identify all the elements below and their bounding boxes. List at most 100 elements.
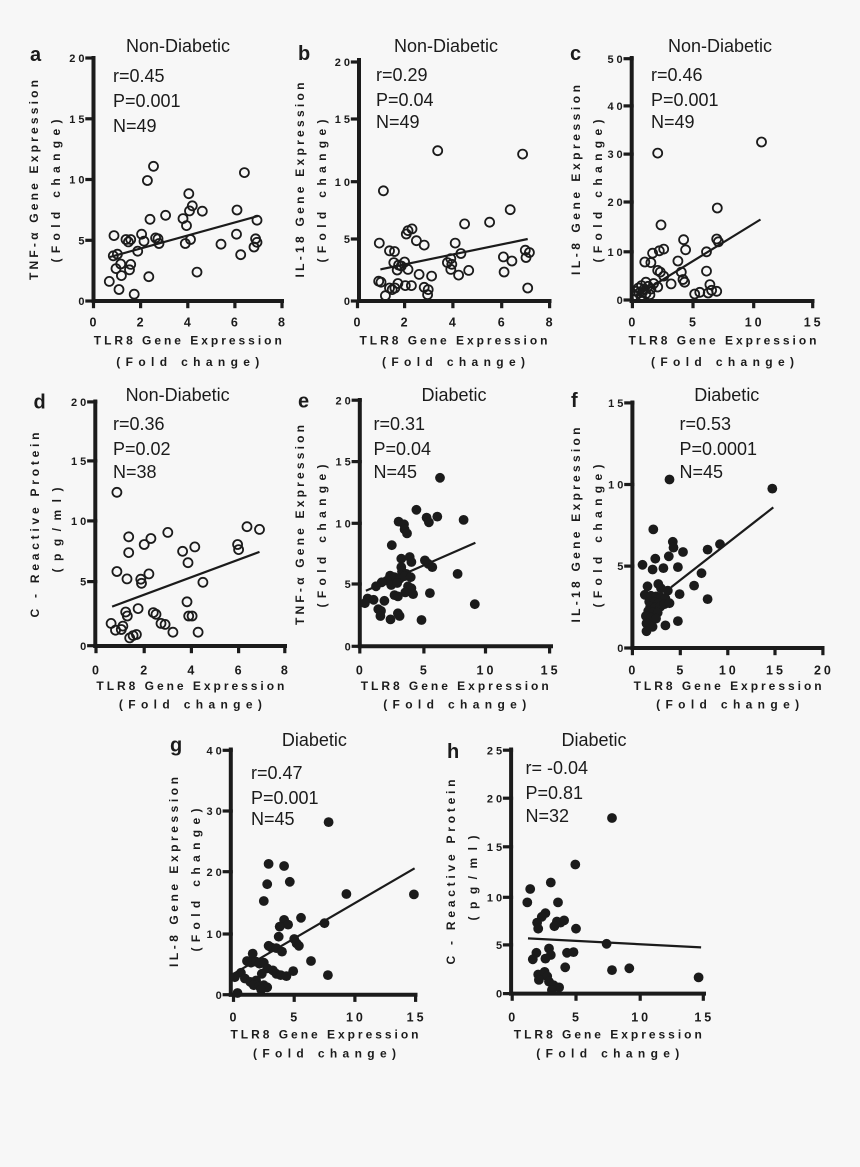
svg-text:TLR8 Gene Expression: TLR8 Gene Expression	[629, 334, 817, 348]
svg-text:P=0.02: P=0.02	[113, 439, 171, 459]
svg-text:5: 5	[617, 561, 626, 573]
svg-text:10: 10	[608, 480, 626, 492]
svg-text:0: 0	[354, 316, 364, 330]
svg-text:r=0.31: r=0.31	[374, 414, 426, 434]
svg-text:8: 8	[281, 664, 291, 678]
svg-text:N=49: N=49	[376, 112, 420, 132]
svg-text:h: h	[447, 741, 459, 763]
svg-text:4: 4	[184, 316, 194, 330]
svg-text:g: g	[170, 735, 182, 757]
svg-text:5: 5	[572, 1011, 582, 1025]
svg-text:0: 0	[617, 643, 626, 655]
svg-text:f: f	[571, 390, 578, 412]
svg-text:N=45: N=45	[680, 462, 724, 482]
svg-text:8: 8	[546, 316, 556, 330]
svg-text:IL-8 Gene Expression: IL-8 Gene Expression	[167, 777, 181, 967]
svg-text:20: 20	[607, 197, 625, 209]
svg-text:15: 15	[541, 664, 561, 678]
svg-text:0: 0	[508, 1011, 518, 1025]
svg-text:4: 4	[449, 316, 459, 330]
svg-text:25: 25	[487, 745, 505, 757]
svg-text:TNF-α Gene Expression: TNF-α Gene Expression	[293, 425, 307, 625]
svg-text:20: 20	[207, 867, 225, 879]
svg-text:0: 0	[345, 641, 354, 653]
svg-text:r=0.47: r=0.47	[251, 763, 303, 783]
svg-text:0: 0	[628, 664, 638, 678]
svg-text:0: 0	[617, 295, 626, 307]
svg-text:N=45: N=45	[374, 462, 418, 482]
svg-text:(Fold change): (Fold change)	[119, 698, 262, 712]
svg-text:0: 0	[356, 664, 366, 678]
svg-text:20: 20	[814, 664, 834, 678]
svg-text:5: 5	[290, 1011, 300, 1025]
svg-text:15: 15	[69, 114, 87, 126]
svg-text:d: d	[34, 392, 46, 414]
svg-text:N=49: N=49	[113, 116, 157, 136]
svg-text:TLR8 Gene Expression: TLR8 Gene Expression	[514, 1028, 702, 1042]
svg-text:10: 10	[477, 664, 497, 678]
svg-text:2: 2	[401, 316, 411, 330]
svg-text:(Fold change): (Fold change)	[536, 1047, 679, 1061]
svg-text:N=38: N=38	[113, 462, 157, 482]
svg-text:10: 10	[71, 516, 89, 528]
svg-text:15: 15	[804, 316, 824, 330]
svg-text:P=0.001: P=0.001	[113, 91, 181, 111]
svg-text:10: 10	[631, 1011, 651, 1025]
svg-text:5: 5	[689, 316, 699, 330]
svg-text:10: 10	[719, 664, 739, 678]
svg-text:(Fold change): (Fold change)	[315, 465, 329, 608]
svg-text:15: 15	[766, 664, 786, 678]
svg-text:0: 0	[80, 641, 89, 653]
svg-text:N=49: N=49	[651, 112, 695, 132]
svg-text:8: 8	[278, 316, 288, 330]
svg-text:0: 0	[344, 296, 353, 308]
svg-text:TLR8 Gene Expression: TLR8 Gene Expression	[634, 679, 822, 693]
svg-text:N=45: N=45	[251, 809, 295, 829]
svg-text:(Fold change): (Fold change)	[315, 120, 329, 263]
svg-text:40: 40	[607, 101, 625, 113]
svg-text:r=0.29: r=0.29	[376, 65, 428, 85]
svg-text:15: 15	[487, 842, 505, 854]
svg-text:Non-Diabetic: Non-Diabetic	[394, 36, 498, 56]
svg-text:C - Reactive Protein: C - Reactive Protein	[28, 433, 42, 618]
svg-text:0: 0	[78, 296, 87, 308]
svg-text:r=0.53: r=0.53	[680, 414, 732, 434]
svg-text:Diabetic: Diabetic	[561, 730, 626, 750]
svg-text:40: 40	[207, 745, 225, 757]
svg-text:IL-18 Gene Expression: IL-18 Gene Expression	[293, 83, 307, 278]
svg-text:TLR8 Gene Expression: TLR8 Gene Expression	[361, 679, 549, 693]
svg-text:15: 15	[694, 1011, 714, 1025]
svg-text:P=0.04: P=0.04	[374, 439, 432, 459]
svg-text:6: 6	[231, 316, 241, 330]
svg-text:(Fold change): (Fold change)	[591, 120, 605, 263]
svg-text:(pg/ml): (pg/ml)	[466, 836, 480, 921]
svg-text:0: 0	[496, 989, 505, 1001]
svg-text:TLR8 Gene Expression: TLR8 Gene Expression	[94, 334, 282, 348]
svg-text:(Fold change): (Fold change)	[591, 465, 605, 608]
svg-text:0: 0	[90, 316, 100, 330]
svg-text:P=0.04: P=0.04	[376, 90, 434, 110]
svg-text:C - Reactive Protein: C - Reactive Protein	[444, 780, 458, 965]
svg-text:(Fold change): (Fold change)	[383, 698, 526, 712]
svg-text:(Fold change): (Fold change)	[651, 355, 794, 369]
svg-text:10: 10	[346, 1011, 366, 1025]
svg-text:r=0.45: r=0.45	[113, 66, 165, 86]
svg-text:IL-8 Gene Expression: IL-8 Gene Expression	[569, 85, 583, 275]
svg-text:Non-Diabetic: Non-Diabetic	[126, 385, 230, 405]
svg-text:0: 0	[216, 990, 225, 1002]
svg-text:(Fold change): (Fold change)	[49, 120, 63, 263]
svg-text:TLR8 Gene Expression: TLR8 Gene Expression	[96, 679, 284, 693]
svg-text:20: 20	[487, 793, 505, 805]
svg-text:5: 5	[80, 577, 89, 589]
svg-text:20: 20	[335, 57, 353, 69]
svg-text:r= -0.04: r= -0.04	[526, 758, 589, 778]
svg-text:Diabetic: Diabetic	[282, 730, 347, 750]
svg-text:0: 0	[628, 316, 638, 330]
svg-text:TLR8 Gene Expression: TLR8 Gene Expression	[231, 1028, 419, 1042]
svg-text:TLR8 Gene Expression: TLR8 Gene Expression	[360, 334, 548, 348]
svg-text:P=0.81: P=0.81	[526, 783, 584, 803]
svg-text:(Fold change): (Fold change)	[116, 355, 259, 369]
svg-text:(Fold change): (Fold change)	[382, 355, 525, 369]
svg-text:5: 5	[496, 940, 505, 952]
svg-text:(Fold change): (Fold change)	[189, 809, 203, 952]
